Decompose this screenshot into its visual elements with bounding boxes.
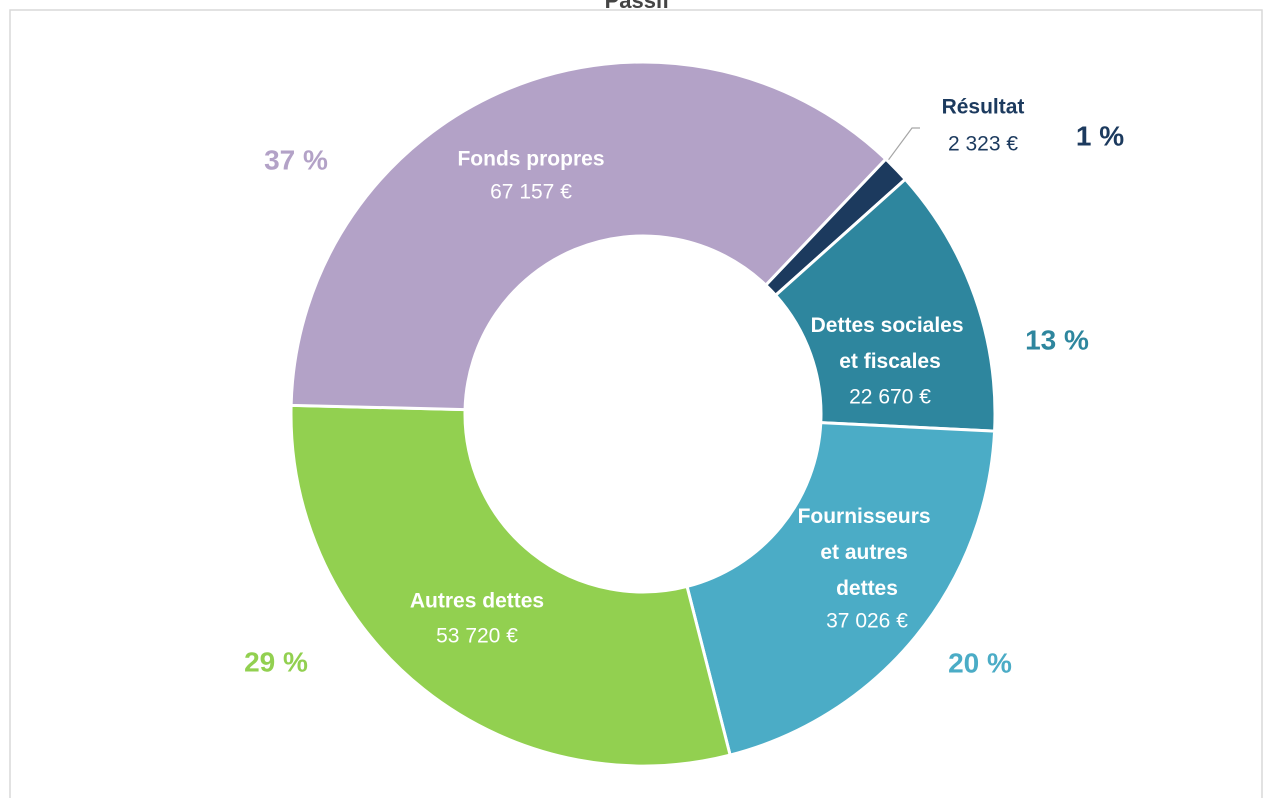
percent-label: 1 % [1076, 120, 1124, 151]
slice-label: Fournisseurs et autres dettes [798, 505, 937, 600]
slice-label: Dettes sociales et fiscales [811, 314, 970, 373]
donut-slice [289, 403, 732, 768]
value-label: 67 157 € [490, 181, 572, 204]
value-label: 22 670 € [849, 386, 931, 409]
value-label: 2 323 € [948, 133, 1018, 156]
slice-label: Fonds propres [457, 148, 604, 171]
percent-label: 13 % [1025, 324, 1089, 355]
percent-label: 29 % [244, 646, 308, 677]
value-label: 53 720 € [436, 625, 518, 648]
chart-title: Passif [605, 0, 670, 13]
donut-slice [773, 177, 997, 433]
percent-label: 20 % [948, 647, 1012, 678]
chart-frame [9, 9, 1263, 798]
value-label: 37 026 € [826, 610, 908, 633]
slice-label: Autres dettes [410, 590, 544, 613]
donut-slice [289, 60, 888, 412]
percent-label: 37 % [264, 144, 328, 175]
slice-label: Résultat [942, 96, 1025, 119]
donut-slice [685, 421, 997, 757]
